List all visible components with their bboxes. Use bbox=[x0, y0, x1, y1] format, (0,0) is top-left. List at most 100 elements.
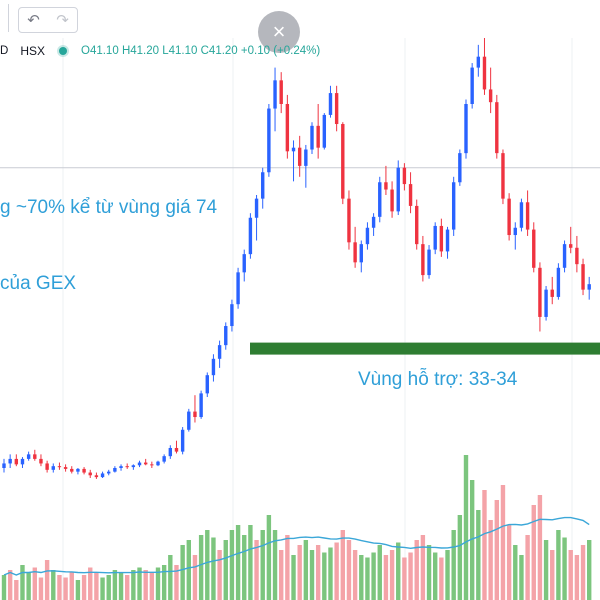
volume-bar bbox=[543, 540, 549, 600]
candle-body bbox=[119, 466, 123, 468]
candle-body bbox=[525, 202, 530, 230]
candle-body bbox=[470, 67, 474, 104]
exchange-label: HSX bbox=[20, 44, 45, 58]
candle-body bbox=[51, 466, 55, 470]
volume-bar bbox=[352, 550, 358, 600]
volume-bar bbox=[168, 555, 173, 600]
volume-bar bbox=[100, 577, 105, 600]
volume-bar bbox=[1, 575, 7, 600]
volume-bar bbox=[439, 557, 444, 600]
volume-bar bbox=[88, 567, 93, 600]
volume-bar bbox=[186, 540, 191, 600]
symbol-search-edge[interactable] bbox=[0, 4, 9, 32]
volume-bar bbox=[328, 547, 333, 600]
candle-body bbox=[575, 247, 579, 265]
volume-bar bbox=[112, 570, 118, 600]
volume-bar bbox=[550, 550, 555, 600]
candle-body bbox=[341, 124, 345, 199]
volume-bar bbox=[223, 540, 228, 600]
candle-body bbox=[242, 254, 246, 273]
candle-body bbox=[408, 184, 413, 206]
volume-bar bbox=[525, 535, 530, 600]
volume-bar bbox=[32, 567, 37, 600]
candle-body bbox=[581, 264, 585, 290]
volume-bar bbox=[198, 535, 204, 600]
volume-bar bbox=[476, 510, 481, 600]
volume-bar bbox=[229, 530, 235, 600]
undo-icon[interactable]: ↶ bbox=[27, 12, 40, 29]
volume-bar bbox=[340, 530, 345, 600]
candle-body bbox=[14, 458, 19, 465]
volume-bar bbox=[254, 540, 259, 600]
candle-body bbox=[501, 153, 505, 199]
candle-body bbox=[107, 471, 111, 474]
volume-bar bbox=[106, 575, 111, 600]
volume-bar bbox=[211, 537, 216, 600]
candle-body bbox=[378, 182, 382, 217]
candle-body bbox=[513, 227, 517, 236]
candle-body bbox=[88, 472, 92, 476]
volume-bar bbox=[482, 490, 487, 600]
candle-body bbox=[544, 289, 548, 317]
candle-body bbox=[569, 244, 573, 248]
volume-bar bbox=[118, 572, 124, 600]
volume-bar bbox=[51, 570, 56, 600]
candle-body bbox=[297, 147, 302, 166]
market-status-icon[interactable] bbox=[59, 47, 67, 55]
undo-redo-group: ↶ ↷ bbox=[18, 7, 78, 33]
candle-body bbox=[439, 225, 444, 252]
volume-bar bbox=[334, 542, 339, 600]
candle-body bbox=[519, 202, 524, 228]
redo-icon[interactable]: ↷ bbox=[56, 12, 69, 29]
volume-bar bbox=[14, 580, 19, 600]
volume-bar bbox=[315, 545, 321, 600]
candle-body bbox=[156, 461, 160, 466]
candle-body bbox=[180, 429, 185, 452]
candle-body bbox=[57, 466, 62, 468]
candle-body bbox=[316, 125, 320, 148]
volume-bar bbox=[7, 570, 13, 600]
volume-bar bbox=[445, 550, 450, 600]
candle-body bbox=[100, 473, 105, 478]
volume-bar bbox=[309, 550, 315, 600]
volume-bar bbox=[457, 515, 463, 600]
volume-bar bbox=[562, 537, 567, 600]
candle-body bbox=[8, 458, 12, 464]
candle-body bbox=[125, 466, 129, 468]
volume-bar bbox=[57, 575, 62, 600]
volume-bar bbox=[75, 580, 81, 600]
candle-body bbox=[328, 93, 333, 115]
candle-body bbox=[33, 454, 37, 459]
volume-bar bbox=[174, 565, 179, 600]
candle-body bbox=[304, 149, 308, 166]
candle-body bbox=[476, 56, 481, 68]
volume-bar bbox=[346, 540, 352, 600]
candle-body bbox=[113, 468, 117, 472]
close-button[interactable]: × bbox=[258, 11, 300, 53]
volume-bar bbox=[38, 577, 44, 600]
candle-body bbox=[538, 267, 542, 317]
volume-bar bbox=[161, 565, 167, 600]
volume-bar bbox=[131, 570, 136, 600]
volume-bar bbox=[260, 530, 265, 600]
candle-body bbox=[507, 198, 511, 236]
volume-bar bbox=[69, 572, 74, 600]
candle-body bbox=[396, 167, 400, 212]
candle-body bbox=[322, 114, 327, 148]
volume-bar bbox=[217, 550, 222, 600]
volume-bar bbox=[469, 480, 475, 600]
interval-label: D bbox=[0, 45, 9, 57]
candle-body bbox=[20, 458, 25, 465]
volume-bar bbox=[149, 572, 155, 600]
volume-bar bbox=[574, 555, 580, 600]
volume-bar bbox=[377, 545, 382, 600]
high-value: H41.20 bbox=[121, 45, 160, 57]
candle-body bbox=[150, 464, 154, 466]
candle-body bbox=[230, 304, 234, 327]
candle-body bbox=[550, 289, 554, 297]
candle-body bbox=[82, 468, 86, 473]
volume-bar bbox=[180, 545, 185, 600]
volume-bar bbox=[81, 575, 87, 600]
volume-bar bbox=[531, 505, 536, 600]
